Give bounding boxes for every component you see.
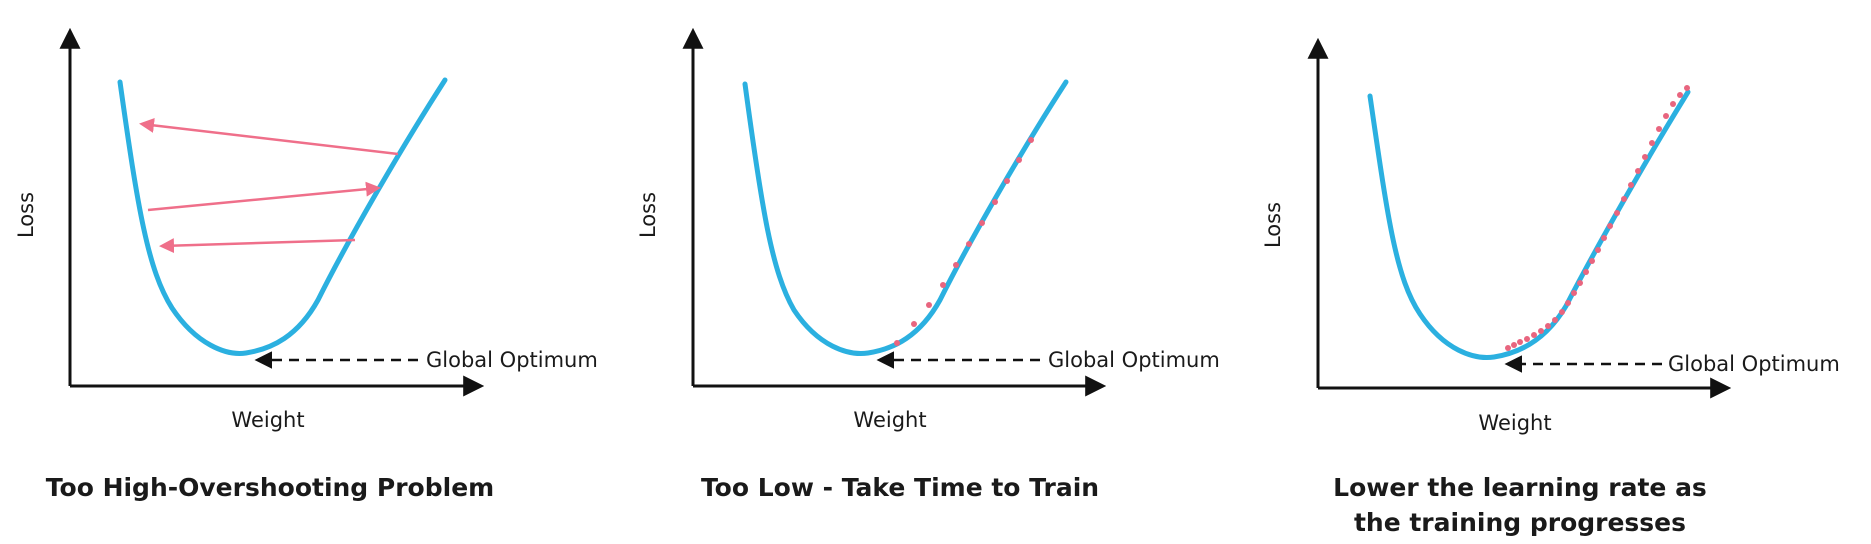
step-dot — [992, 199, 998, 205]
step-dot — [1601, 235, 1607, 241]
panel-decaying-rate: Loss Weight — [1261, 37, 1840, 435]
step-dot — [1517, 339, 1523, 345]
step-dot — [1565, 300, 1571, 306]
panel-low-rate: Loss Weight Global Optimum — [636, 27, 1220, 432]
step-dot — [894, 340, 900, 346]
caption-high-rate: Too High-Overshooting Problem — [45, 473, 495, 502]
global-optimum-label: Global Optimum — [1048, 348, 1220, 372]
step-arrow — [147, 181, 381, 212]
step-dot — [926, 302, 932, 308]
step-dot — [1684, 85, 1690, 91]
step-dot — [966, 241, 972, 247]
step-dot — [1583, 269, 1589, 275]
loss-curve — [1367, 89, 1691, 360]
step-dot — [1571, 290, 1577, 296]
x-axis-label: Weight — [1478, 411, 1551, 435]
loss-curve — [742, 79, 1069, 356]
small-steps-dots — [894, 137, 1034, 346]
step-dot — [1559, 309, 1565, 315]
y-axis-label: Loss — [14, 192, 38, 238]
step-dot — [1607, 223, 1613, 229]
caption-line-1: Lower the learning rate as — [1333, 473, 1707, 502]
step-arrow — [159, 238, 356, 254]
step-dot — [1511, 342, 1517, 348]
step-dot — [1663, 113, 1669, 119]
step-dot — [911, 321, 917, 327]
y-axis-label: Loss — [636, 192, 660, 238]
step-dot — [1016, 157, 1022, 163]
caption-low-rate: Too Low - Take Time to Train — [700, 473, 1100, 502]
step-dot — [1628, 182, 1634, 188]
step-dot — [1595, 247, 1601, 253]
overshoot-arrows — [139, 117, 399, 254]
step-dot — [1656, 126, 1662, 132]
step-dot — [1577, 280, 1583, 286]
step-dot — [979, 220, 985, 226]
step-dot — [1649, 140, 1655, 146]
step-dot — [1531, 332, 1537, 338]
x-axis-label: Weight — [231, 408, 304, 432]
step-dot — [1505, 345, 1511, 351]
step-dot — [1670, 101, 1676, 107]
loss-curve — [117, 77, 448, 356]
step-arrow — [139, 117, 399, 156]
step-dot — [1028, 137, 1034, 143]
step-dot — [1524, 336, 1530, 342]
global-optimum-label: Global Optimum — [1668, 352, 1840, 376]
step-dot — [1642, 154, 1648, 160]
step-dot — [953, 262, 959, 268]
step-dot — [940, 282, 946, 288]
step-dot — [1589, 258, 1595, 264]
step-dot — [1004, 178, 1010, 184]
x-axis-label: Weight — [853, 408, 926, 432]
panel-high-rate: Loss Weight Global Optimum — [14, 27, 598, 432]
step-dot — [1677, 92, 1683, 98]
step-dot — [1635, 168, 1641, 174]
caption-decaying-rate: Lower the learning rate as the training … — [1270, 470, 1770, 540]
y-axis-label: Loss — [1261, 202, 1285, 248]
decaying-steps-dots — [1505, 85, 1690, 351]
step-dot — [1621, 196, 1627, 202]
step-dot — [1538, 328, 1544, 334]
global-optimum-label: Global Optimum — [426, 348, 598, 372]
caption-line-2: the training progresses — [1353, 508, 1687, 537]
step-dot — [1545, 323, 1551, 329]
step-dot — [1614, 210, 1620, 216]
step-dot — [1552, 317, 1558, 323]
